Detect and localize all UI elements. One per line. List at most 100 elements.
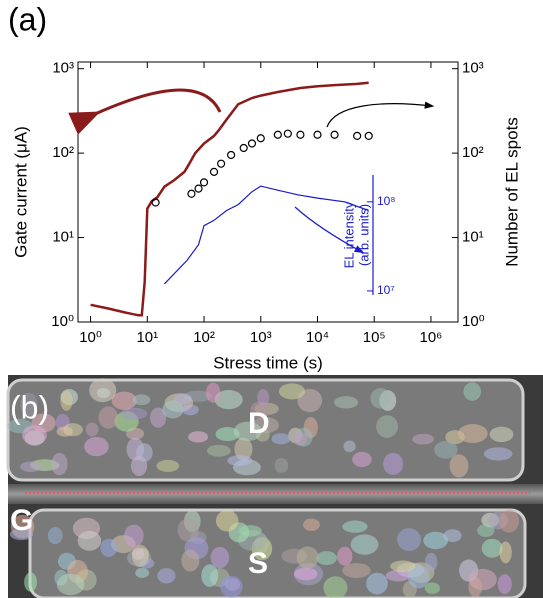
y2-axis-label: Number of EL spots [502, 117, 521, 267]
grain [234, 437, 253, 461]
grain [84, 436, 109, 457]
grain [214, 389, 243, 410]
grain [497, 574, 512, 595]
y2-tick-label: 10⁰ [462, 313, 485, 330]
grain [385, 570, 411, 582]
grain [376, 415, 399, 438]
grain [468, 576, 483, 598]
grain [316, 551, 338, 566]
y-tick-label: 10⁰ [51, 313, 74, 330]
x-tick-label: 10¹ [136, 329, 158, 346]
grain [343, 440, 356, 453]
y-tick-label: 10³ [52, 60, 74, 77]
grain [24, 572, 37, 592]
gate-stripe [8, 484, 543, 504]
data-point [364, 131, 373, 140]
grain [215, 427, 240, 441]
grain [206, 444, 231, 457]
grain [135, 567, 150, 578]
grain [489, 426, 514, 443]
x-tick-label: 10⁰ [79, 329, 102, 346]
grain [132, 394, 151, 406]
y2-tick-label: 10¹ [462, 229, 484, 246]
micrograph: (b) D G S [6, 375, 543, 598]
grain [98, 406, 119, 429]
data-point [199, 178, 209, 187]
grain [323, 576, 348, 598]
grain [156, 459, 180, 472]
grain [292, 432, 308, 446]
plot: 10⁰ 10¹ 10² 10³ 10⁴ 10⁵ 10⁶ 10⁰ 10¹ 10² 10³ 10⁰ 10¹ 1… [11, 60, 521, 373]
grain [481, 538, 503, 558]
grain [85, 422, 99, 437]
grain [443, 529, 462, 542]
grain [412, 433, 435, 445]
x-tick-label: 10⁵ [363, 329, 386, 346]
x-tick-label: 10⁶ [420, 329, 443, 346]
y-axis-label: Gate current (μA) [11, 126, 30, 258]
data-point [273, 130, 282, 139]
panel-label: (b) [10, 389, 49, 425]
grain [457, 424, 488, 444]
grain [274, 457, 289, 473]
grain [498, 509, 520, 533]
grain [56, 573, 85, 596]
grain [352, 451, 372, 468]
grain [449, 454, 469, 478]
grain [477, 524, 495, 537]
grain [124, 524, 144, 547]
region-label: G [10, 504, 33, 537]
plot-frame [77, 61, 459, 323]
data-point [194, 184, 203, 193]
grain [47, 526, 63, 545]
data-point [353, 131, 362, 140]
grain [111, 391, 137, 410]
grain [227, 455, 253, 466]
grain [499, 541, 512, 564]
grain [434, 440, 458, 459]
data-point [256, 134, 265, 143]
data-point [217, 159, 226, 168]
annotation-arrow [68, 88, 222, 135]
region-label: S [248, 547, 268, 580]
data-point [313, 130, 322, 139]
data-point [296, 130, 305, 139]
grain [182, 404, 199, 416]
grain [397, 528, 421, 551]
grain [22, 425, 47, 445]
grain [296, 546, 319, 569]
grain [220, 575, 243, 598]
grain [303, 518, 320, 532]
grain [271, 433, 291, 445]
grain [132, 547, 145, 560]
grain [423, 531, 448, 550]
grain [278, 383, 306, 400]
x-axis-label: Stress time (s) [213, 353, 323, 372]
y-tick-label: 10¹ [52, 229, 74, 246]
annotation-arrow [326, 101, 435, 128]
grain [233, 421, 262, 442]
data-point [330, 130, 339, 139]
grain [342, 520, 368, 533]
grain [250, 401, 270, 419]
grain [173, 393, 192, 405]
grain [162, 400, 184, 419]
grain [334, 396, 359, 409]
data-point [226, 150, 236, 160]
panel-label: (a) [8, 1, 47, 37]
grain [390, 560, 416, 573]
grain [337, 546, 353, 566]
grain [342, 563, 371, 579]
grain [120, 407, 148, 420]
x-tick-label: 10² [193, 329, 215, 346]
grain [424, 582, 440, 595]
annotation-arrow [294, 206, 365, 254]
grain [20, 461, 42, 473]
grain [370, 387, 391, 409]
grain [181, 549, 200, 572]
grain [51, 452, 68, 476]
grain [210, 546, 230, 569]
grain [20, 392, 38, 417]
y3-tick-label: 10⁸ [377, 194, 395, 208]
data-point [239, 143, 248, 153]
